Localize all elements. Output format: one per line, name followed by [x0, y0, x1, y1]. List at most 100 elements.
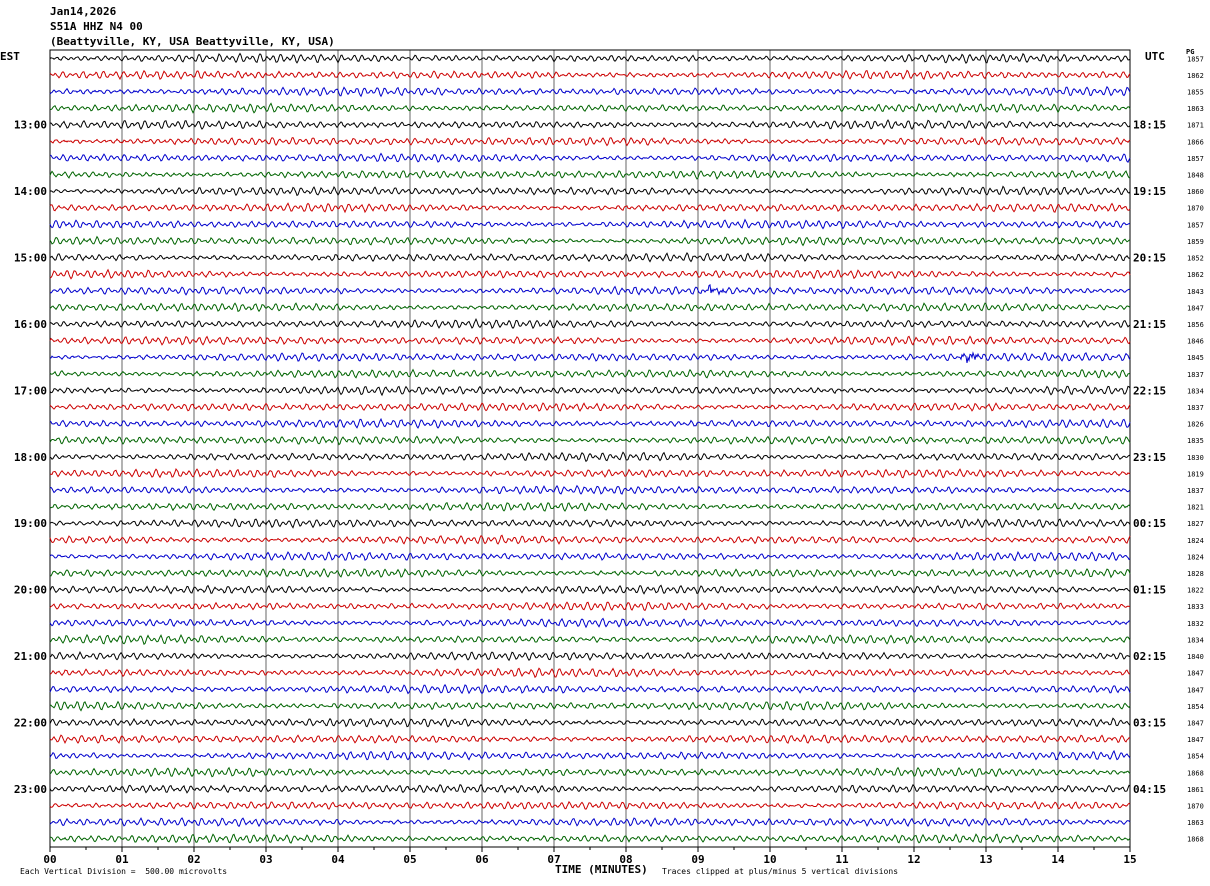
trace-row	[49, 518, 1131, 529]
trace-row	[49, 667, 1131, 679]
scale-text: Each Vertical Division = 500.00 microvol…	[20, 867, 228, 876]
right-column-header: PG	[1186, 48, 1195, 56]
trace-row	[49, 467, 1131, 479]
x-tick-label: 05	[403, 853, 416, 866]
left-zone-label: EST	[0, 50, 20, 63]
trace-row	[49, 584, 1131, 595]
left-hour-label: 13:00	[14, 119, 47, 132]
right-hour-label: 00:15	[1133, 517, 1166, 530]
row-value-label: 1863	[1187, 819, 1204, 827]
row-value-label: 1822	[1187, 587, 1204, 595]
x-tick-label: 10	[763, 853, 776, 866]
row-value-label: 1819	[1187, 470, 1204, 478]
trace-row	[49, 501, 1131, 512]
trace-row	[49, 633, 1131, 645]
xaxis-title: TIME (MINUTES)	[555, 863, 648, 876]
trace-row	[49, 335, 1131, 347]
left-hour-label: 22:00	[14, 716, 47, 729]
row-value-label: 1845	[1187, 354, 1204, 362]
row-value-label: 1835	[1187, 437, 1204, 445]
row-value-label: 1857	[1187, 221, 1204, 229]
row-value-label: 1855	[1187, 89, 1204, 97]
trace-row	[50, 152, 1131, 164]
row-value-label: 1821	[1187, 504, 1204, 512]
trace-row	[49, 784, 1131, 794]
row-value-label: 1862	[1187, 271, 1204, 279]
row-value-label: 1854	[1187, 703, 1204, 711]
trace-row	[49, 351, 1131, 363]
row-value-label: 1824	[1187, 537, 1204, 545]
left-hour-label: 20:00	[14, 584, 47, 597]
row-value-label: 1847	[1187, 736, 1204, 744]
row-value-label: 1857	[1187, 55, 1204, 63]
trace-row	[50, 567, 1131, 579]
trace-row	[49, 451, 1131, 463]
x-tick-label: 09	[691, 853, 704, 866]
right-hour-label: 19:15	[1133, 185, 1166, 198]
trace-row	[49, 749, 1131, 761]
trace-row	[49, 185, 1131, 197]
trace-row	[49, 601, 1130, 612]
left-hour-label: 16:00	[14, 318, 47, 331]
trace-row	[49, 534, 1131, 545]
row-value-label: 1833	[1187, 603, 1204, 611]
trace-row	[49, 766, 1131, 778]
left-hour-label: 17:00	[14, 384, 47, 397]
row-value-label: 1828	[1187, 570, 1204, 578]
row-value-label: 1847	[1187, 719, 1204, 727]
trace-row	[49, 550, 1131, 562]
clip-text: Traces clipped at plus/minus 5 vertical …	[662, 867, 899, 876]
x-tick-label: 14	[1051, 853, 1065, 866]
label-layer: 00 01 02 03 04 05 06 07 08 09 10 11 12 13 14 15 1857 1862…	[14, 55, 1204, 866]
trace-row	[49, 102, 1131, 114]
trace-row	[49, 717, 1131, 728]
trace-row	[49, 235, 1131, 247]
row-value-label: 1837	[1187, 371, 1204, 379]
row-value-label: 1870	[1187, 205, 1204, 213]
x-tick-label: 15	[1123, 853, 1136, 866]
right-hour-label: 01:15	[1133, 584, 1166, 597]
row-value-label: 1859	[1187, 238, 1204, 246]
row-value-label: 1863	[1187, 105, 1204, 113]
row-value-label: 1837	[1187, 487, 1204, 495]
x-tick-label: 07	[547, 853, 560, 866]
row-value-label: 1861	[1187, 786, 1204, 794]
x-tick-label: 08	[619, 853, 632, 866]
trace-row	[49, 85, 1131, 98]
row-value-label: 1847	[1187, 304, 1204, 312]
left-hour-label: 18:00	[14, 451, 47, 464]
right-hour-label: 02:15	[1133, 650, 1166, 663]
x-tick-label: 01	[115, 853, 129, 866]
row-value-label: 1846	[1187, 338, 1204, 346]
trace-row	[49, 650, 1131, 662]
left-hour-label: 21:00	[14, 650, 47, 663]
plot-frame	[49, 49, 1131, 848]
trace-row	[49, 700, 1131, 712]
trace-row	[49, 833, 1131, 844]
trace-row	[49, 302, 1131, 313]
row-value-label: 1866	[1187, 138, 1204, 146]
x-tick-label: 06	[475, 853, 489, 866]
trace-row	[49, 368, 1131, 379]
row-value-label: 1870	[1187, 802, 1204, 810]
right-hour-label: 03:15	[1133, 716, 1166, 729]
trace-row	[49, 385, 1131, 397]
row-value-label: 1856	[1187, 321, 1204, 329]
row-value-label: 1837	[1187, 404, 1204, 412]
x-tick-label: 00	[43, 853, 56, 866]
row-value-label: 1862	[1187, 72, 1204, 80]
left-hour-label: 14:00	[14, 185, 47, 198]
trace-row	[49, 252, 1131, 263]
row-value-label: 1824	[1187, 553, 1204, 561]
trace-row	[49, 169, 1131, 180]
x-tick-label: 11	[835, 853, 849, 866]
left-hour-label: 19:00	[14, 517, 47, 530]
row-value-label: 1826	[1187, 421, 1204, 429]
row-value-label: 1852	[1187, 255, 1204, 263]
x-tick-label: 03	[259, 853, 272, 866]
header-location: (Beattyville, KY, USA Beattyville, KY, U…	[50, 35, 335, 48]
left-hour-label: 15:00	[14, 252, 47, 265]
trace-layer	[49, 52, 1131, 844]
row-value-label: 1848	[1187, 172, 1204, 180]
